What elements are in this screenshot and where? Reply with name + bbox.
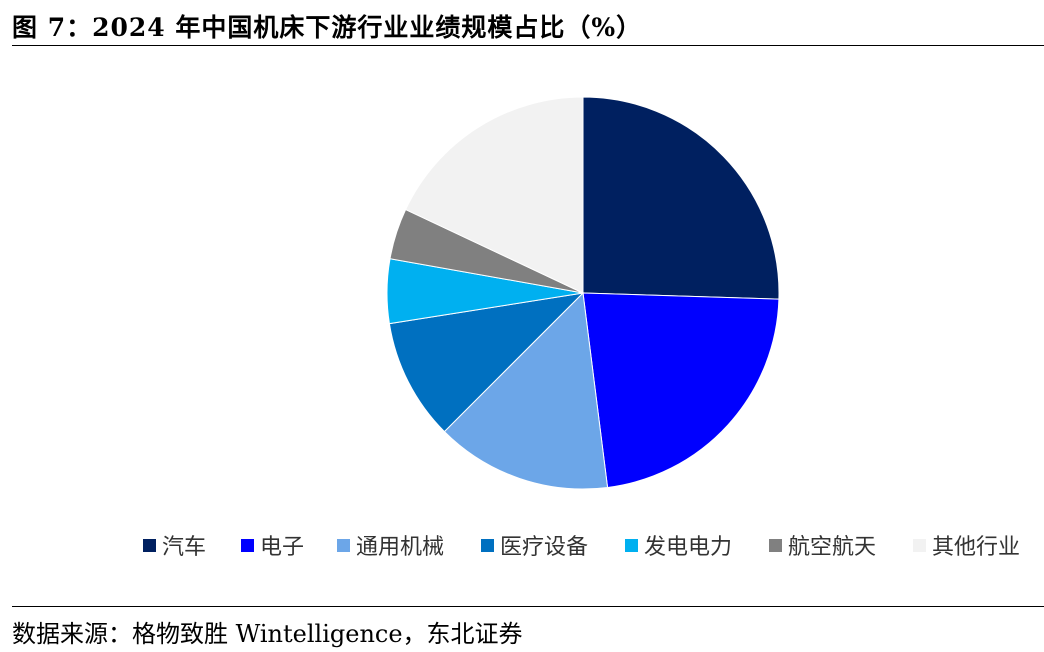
legend-swatch — [625, 538, 638, 552]
source-divider — [12, 606, 1044, 607]
legend-item-4: 医疗设备 — [481, 531, 589, 560]
chart-legend: 汽车 电子 通用机械 医疗设备 发电电力 航空航天 其他行业 — [0, 531, 1044, 560]
pie-slice-7 — [404, 96, 584, 294]
legend-label: 其他行业 — [932, 535, 1021, 560]
legend-swatch — [913, 538, 926, 552]
legend-swatch — [241, 538, 254, 552]
legend-swatch — [769, 538, 782, 552]
legend-item-1: 汽车 — [143, 531, 207, 560]
legend-swatch — [337, 538, 350, 552]
legend-item-6: 航空航天 — [769, 531, 877, 560]
chart-title: 图 7：2024 年中国机床下游行业业绩规模占比（%） — [12, 13, 643, 42]
legend-swatch — [481, 538, 494, 552]
legend-label: 汽车 — [162, 535, 207, 560]
legend-label: 电子 — [260, 535, 305, 560]
pie-chart — [386, 96, 780, 490]
pie-slices — [386, 96, 780, 490]
legend-item-2: 电子 — [241, 531, 305, 560]
pie-slice-2 — [582, 292, 780, 489]
pie-slice-4 — [388, 292, 585, 433]
data-source: 数据来源：格物致胜 Wintelligence，东北证券 — [12, 620, 523, 648]
pie-slice-3 — [443, 291, 609, 490]
legend-item-5: 发电电力 — [625, 531, 733, 560]
legend-label: 航空航天 — [788, 535, 877, 560]
pie-slice-1 — [582, 96, 780, 300]
legend-label: 发电电力 — [644, 535, 733, 560]
legend-label: 通用机械 — [356, 535, 445, 560]
legend-item-3: 通用机械 — [337, 531, 445, 560]
title-divider — [12, 45, 1044, 46]
legend-item-7: 其他行业 — [913, 531, 1021, 560]
legend-label: 医疗设备 — [500, 535, 589, 560]
legend-swatch — [143, 538, 156, 552]
